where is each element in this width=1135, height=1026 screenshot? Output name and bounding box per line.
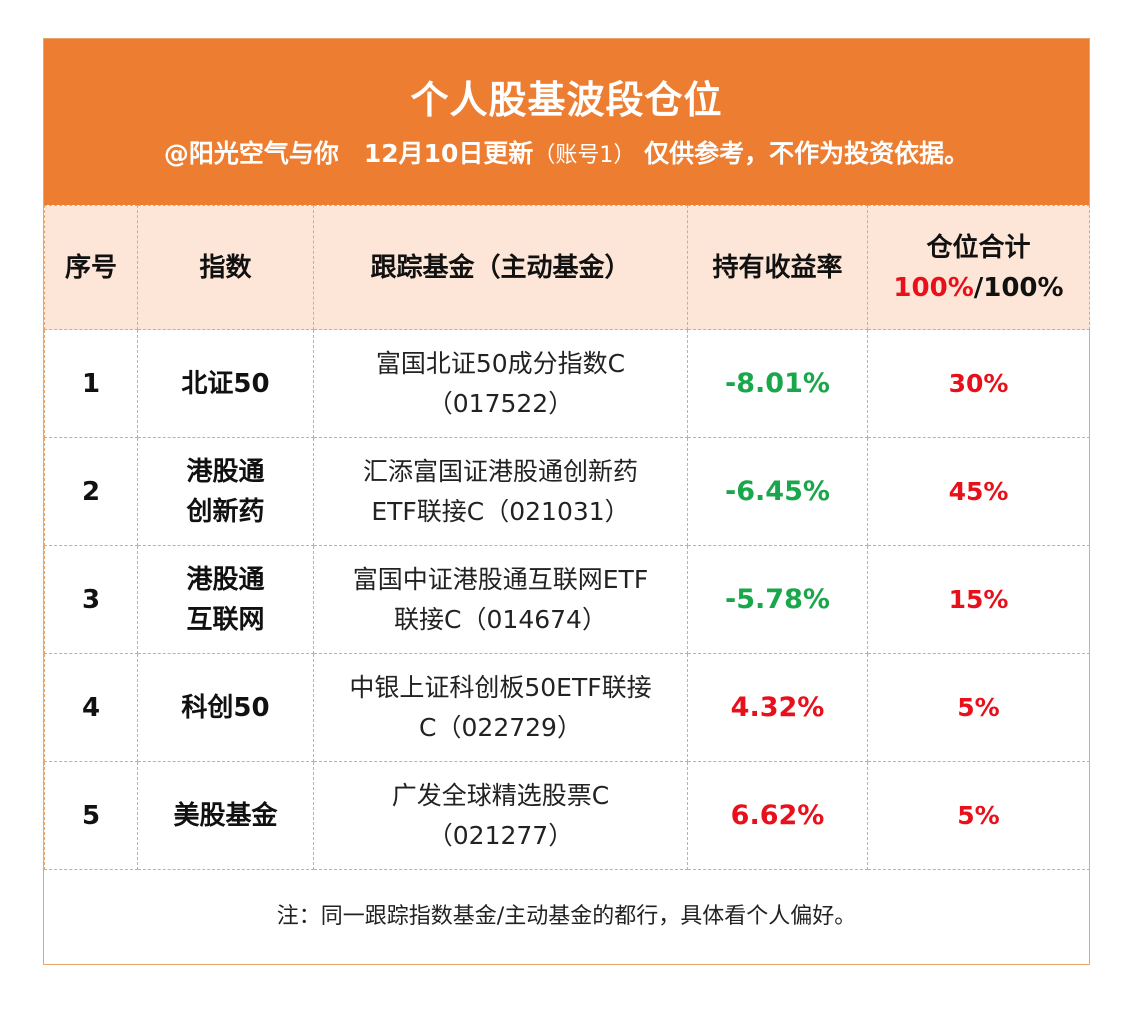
- row-position: 15%: [867, 545, 1090, 654]
- position-card: 个人股基波段仓位 @阳光空气与你 12月10日更新（账号1） 仅供参考，不作为投…: [43, 38, 1090, 965]
- position-header-label: 仓位合计: [926, 232, 1031, 263]
- subtitle-account: （账号1）: [533, 143, 636, 168]
- row-fund: 富国中证港股通互联网ETF 联接C（014674）: [313, 545, 688, 654]
- position-table: 序号 指数 跟踪基金（主动基金） 持有收益率 仓位合计 100%/100% 1 …: [44, 205, 1090, 870]
- row-index-line2: 互联网: [186, 604, 265, 635]
- row-index-line1: 港股通: [186, 564, 265, 595]
- row-index: 港股通 互联网: [137, 545, 314, 654]
- row-seq: 2: [44, 437, 138, 546]
- row-seq: 3: [44, 545, 138, 654]
- row-index: 港股通 创新药: [137, 437, 314, 546]
- row-return: -8.01%: [687, 329, 868, 438]
- position-separator: /: [973, 272, 984, 303]
- row-position: 30%: [867, 329, 1090, 438]
- row-index-line1: 北证50: [181, 368, 270, 399]
- row-position: 45%: [867, 437, 1090, 546]
- page-subtitle: @阳光空气与你 12月10日更新（账号1） 仅供参考，不作为投资依据。: [44, 137, 1089, 173]
- column-header-return: 持有收益率: [687, 205, 868, 330]
- row-fund-line2: 联接C（014674）: [394, 604, 607, 634]
- table-row: 5 美股基金 广发全球精选股票C （021277） 6.62% 5%: [44, 761, 1090, 870]
- row-fund: 富国北证50成分指数C （017522）: [313, 329, 688, 438]
- table-row: 3 港股通互联网 富国中证港股通互联网ETF 联接C（014674） -5.78%…: [44, 545, 1090, 654]
- position-total: 100%: [983, 272, 1064, 303]
- row-index: 北证50: [137, 329, 314, 438]
- position-header-total: 100%/100%: [874, 268, 1083, 308]
- row-index-line1: 港股通: [186, 456, 265, 487]
- row-fund-line1: 富国北证50成分指数C: [375, 348, 626, 378]
- row-return: 4.32%: [687, 653, 868, 762]
- row-index-line2: 创新药: [186, 496, 265, 527]
- row-fund: 汇添富国证港股通创新药 ETF联接C（021031）: [313, 437, 688, 546]
- subtitle-disclaimer: 仅供参考，不作为投资依据。: [644, 139, 970, 168]
- row-fund-line2: C（022729）: [419, 712, 582, 742]
- footer-note: 注：同一跟踪指数基金/主动基金的都行，具体看个人偏好。: [276, 904, 857, 929]
- row-fund-line2: ETF联接C（021031）: [371, 496, 630, 526]
- row-return: 6.62%: [687, 761, 868, 870]
- row-seq: 5: [44, 761, 138, 870]
- row-seq: 4: [44, 653, 138, 762]
- row-fund: 广发全球精选股票C （021277）: [313, 761, 688, 870]
- column-header-index: 指数: [137, 205, 314, 330]
- row-fund-line1: 富国中证港股通互联网ETF: [352, 564, 649, 594]
- column-header-position: 仓位合计 100%/100%: [867, 205, 1090, 330]
- column-header-row: 序号 指数 跟踪基金（主动基金） 持有收益率 仓位合计 100%/100%: [44, 205, 1090, 330]
- row-return: -5.78%: [687, 545, 868, 654]
- column-header-fund: 跟踪基金（主动基金）: [313, 205, 688, 330]
- position-used: 100%: [893, 272, 974, 303]
- subtitle-author-date: @阳光空气与你 12月10日更新: [163, 139, 534, 168]
- row-fund-line1: 中银上证科创板50ETF联接: [349, 672, 652, 702]
- row-fund: 中银上证科创板50ETF联接 C（022729）: [313, 653, 688, 762]
- header-banner: 个人股基波段仓位 @阳光空气与你 12月10日更新（账号1） 仅供参考，不作为投…: [44, 39, 1089, 205]
- table-row: 4 科创50 中银上证科创板50ETF联接 C（022729） 4.32% 5%: [44, 653, 1090, 762]
- row-position: 5%: [867, 761, 1090, 870]
- row-index-line1: 美股基金: [173, 800, 278, 831]
- row-fund-line2: （017522）: [427, 388, 574, 418]
- row-return: -6.45%: [687, 437, 868, 546]
- row-fund-line1: 广发全球精选股票C: [391, 780, 610, 810]
- row-index: 科创50: [137, 653, 314, 762]
- page-title: 个人股基波段仓位: [410, 78, 723, 122]
- table-row: 2 港股通创新药 汇添富国证港股通创新药 ETF联接C（021031） -6.45…: [44, 437, 1090, 546]
- row-index: 美股基金: [137, 761, 314, 870]
- row-position: 5%: [867, 653, 1090, 762]
- row-fund-line2: （021277）: [427, 820, 574, 850]
- table-row: 1 北证50 富国北证50成分指数C （017522） -8.01% 30%: [44, 329, 1090, 438]
- column-header-seq: 序号: [44, 205, 138, 330]
- row-seq: 1: [44, 329, 138, 438]
- row-index-line1: 科创50: [181, 692, 270, 723]
- row-fund-line1: 汇添富国证港股通创新药: [362, 456, 638, 486]
